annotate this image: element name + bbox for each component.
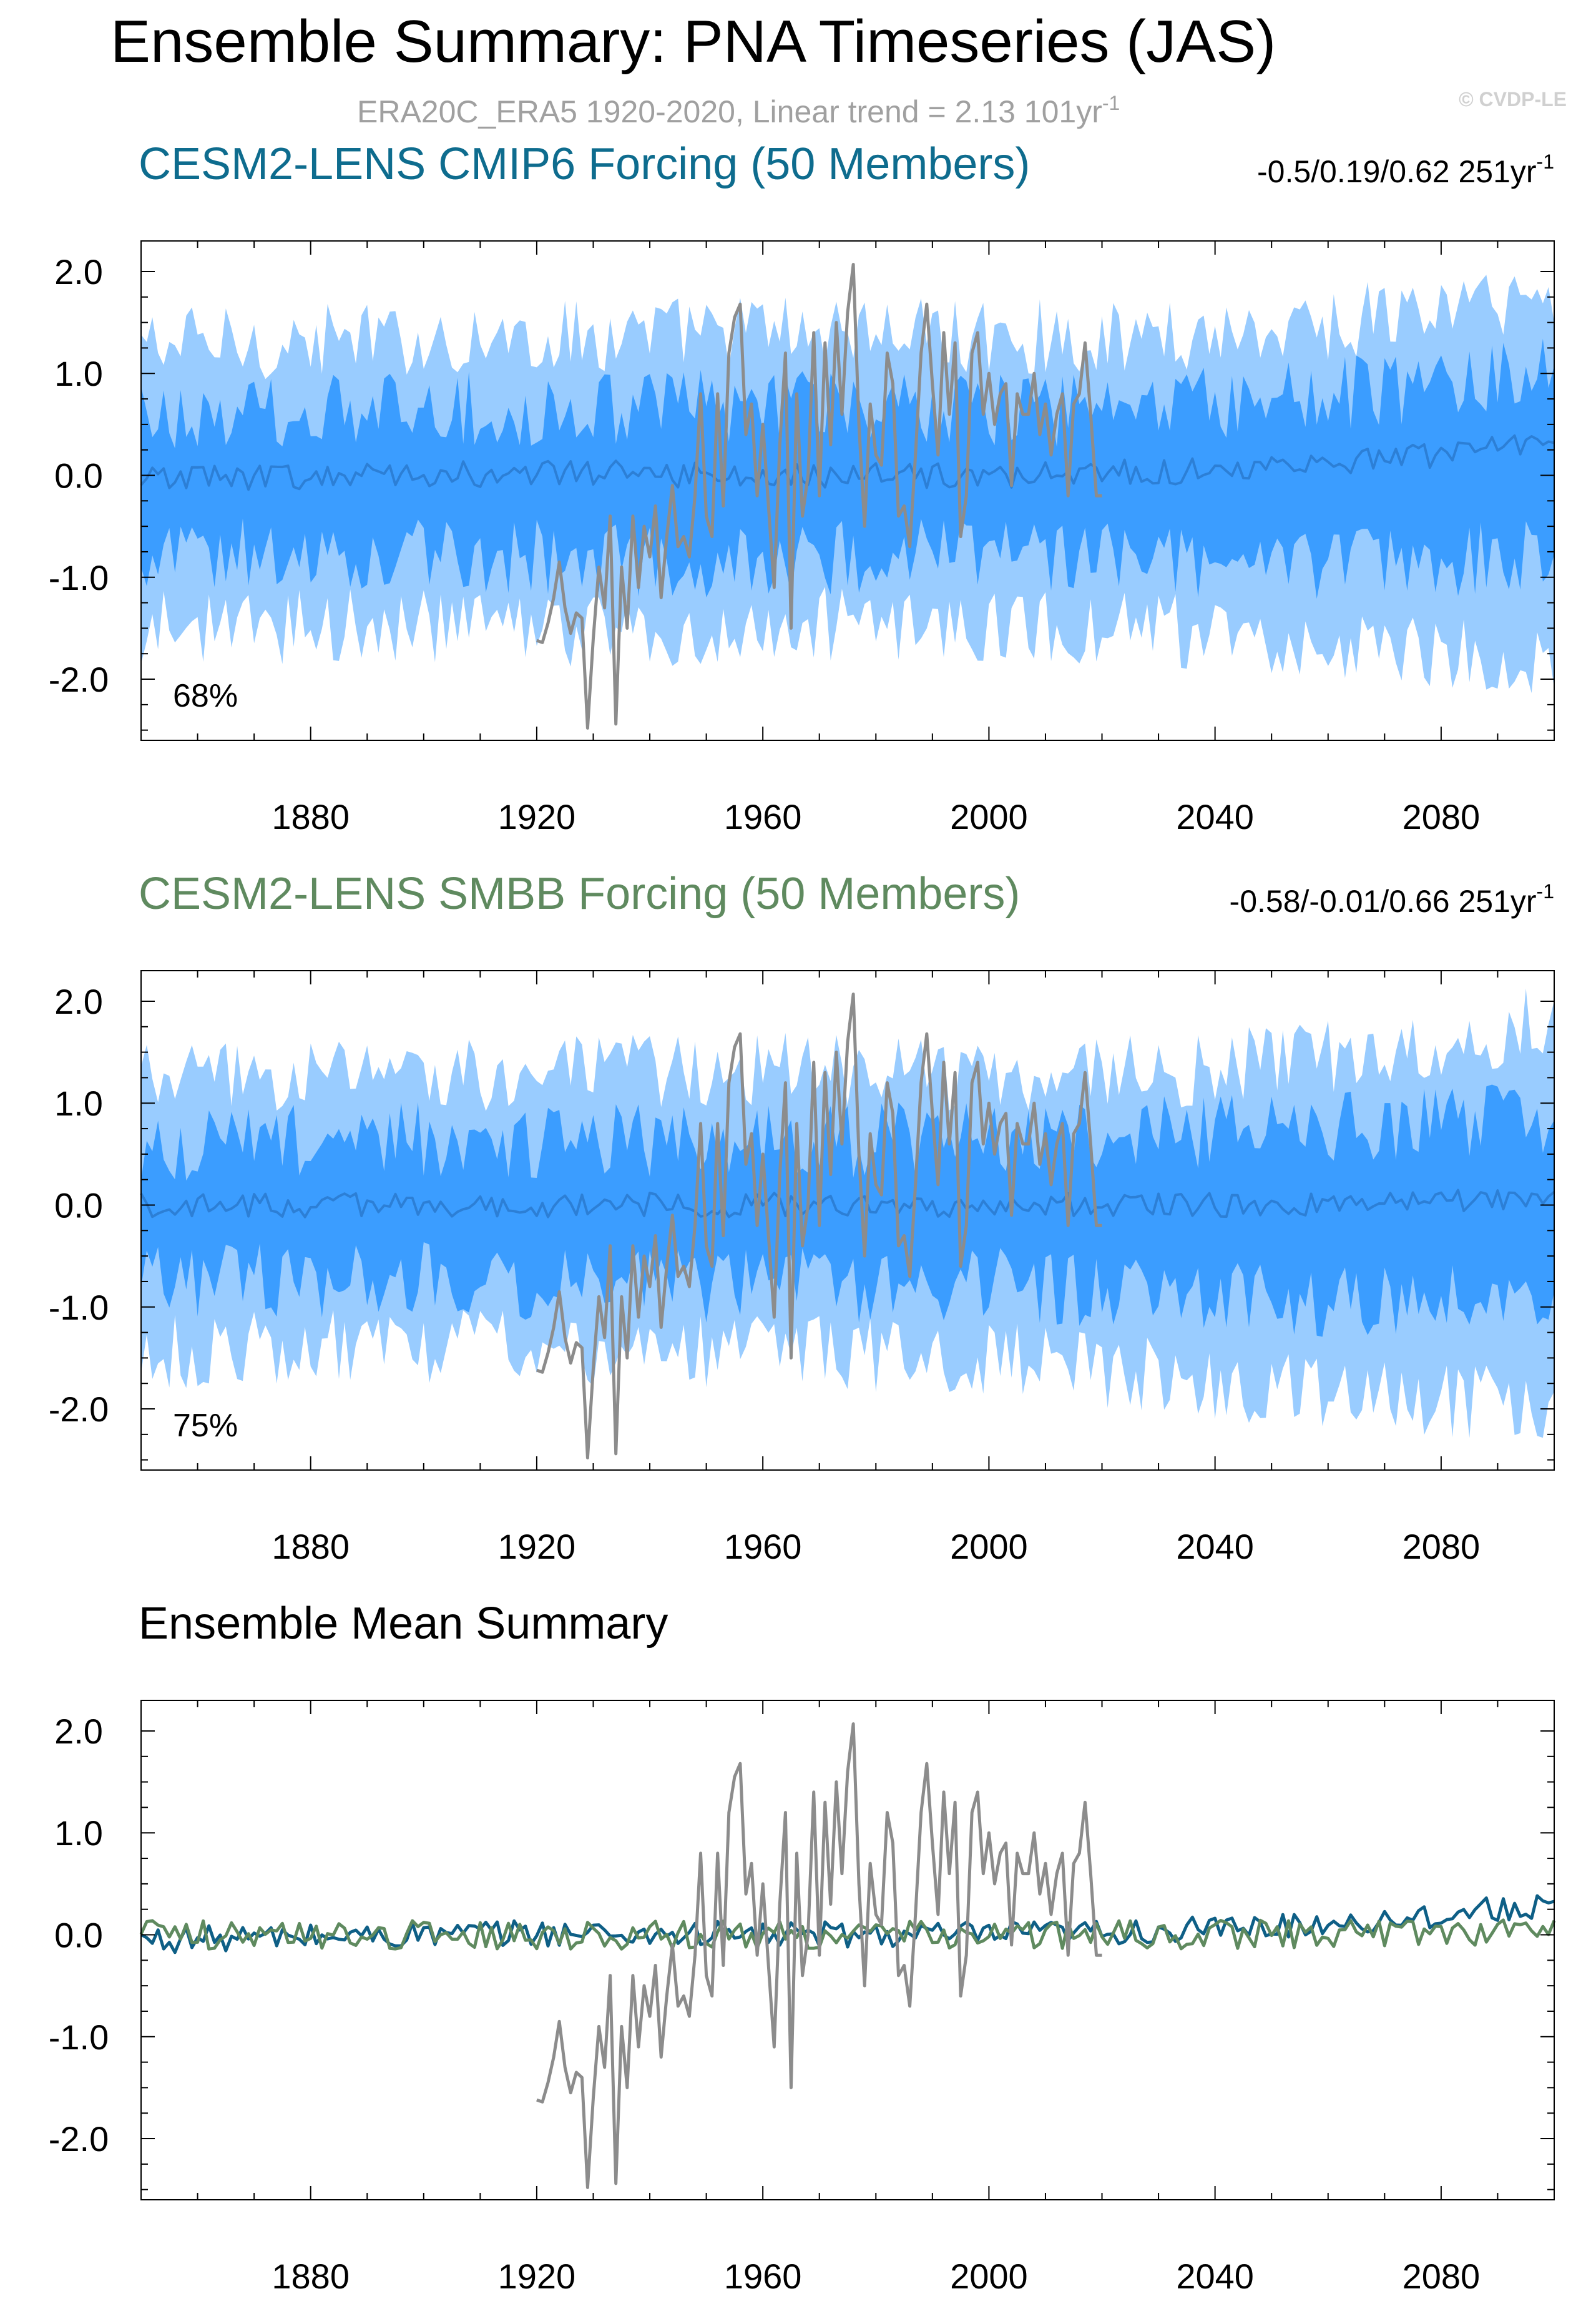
series-line-ens_mean_line <box>140 1189 1555 1218</box>
x-tick-label: 2080 <box>1403 2257 1481 2296</box>
x-tick-label: 2040 <box>1176 2257 1254 2296</box>
band-inner_band <box>141 338 1554 599</box>
y-tick-label: 0.0 <box>54 456 103 496</box>
subtitle-sup: -1 <box>1102 92 1120 114</box>
panel-smbb-trend-sup: -1 <box>1537 880 1554 903</box>
panel-cmip6-plot: 1880 1920 1960 2000 2040 2080 2.0 1.0 0.0 -1.0 -2.… <box>49 240 1555 836</box>
panel-cmip6: CESM2-LENS CMIP6 Forcing (50 Members) -0… <box>49 139 1555 836</box>
x-tick-label: 1920 <box>498 1527 576 1566</box>
x-tick-label: 1920 <box>498 797 576 836</box>
y-tick-label: 1.0 <box>54 354 103 393</box>
x-tick-label: 1960 <box>724 2257 802 2296</box>
panel-smbb-title: CESM2-LENS SMBB Forcing (50 Members) <box>139 869 1020 919</box>
x-tick-label: 1880 <box>272 2257 350 2296</box>
x-tick-label: 2040 <box>1176 797 1254 836</box>
series-line-cmip6_mean <box>140 1894 1555 1954</box>
panel-ensemble-mean-plot: 1880 1920 1960 2000 2040 2080 2.0 1.0 0.0 -1.0 -2.… <box>49 1700 1556 2296</box>
plot-frame <box>140 1700 1555 2200</box>
y-tick-label: 2.0 <box>54 252 103 292</box>
panel-cmip6-trend-sup: -1 <box>1537 150 1554 173</box>
panel-cmip6-trend-text: -0.5/0.19/0.62 251yr <box>1257 154 1537 189</box>
y-tick-label: -1.0 <box>49 1288 109 1327</box>
x-tick-label: 1880 <box>272 1527 350 1566</box>
x-tick-label: 2000 <box>950 2257 1028 2296</box>
plot-frame <box>140 240 1555 741</box>
panel-smbb-plot: 1880 1920 1960 2000 2040 2080 2.0 1.0 0.0 -1.0 -2.… <box>49 970 1555 1566</box>
obs-line <box>536 263 1102 730</box>
figure-title: Ensemble Summary: PNA Timeseries (JAS) <box>110 8 1276 75</box>
panel-ensemble-mean: Ensemble Mean Summary 1880 1920 1960 2000 20… <box>49 1599 1556 2296</box>
panel-cmip6-label: 68% <box>173 678 238 714</box>
plot-frame <box>140 970 1555 1471</box>
panel-smbb: CESM2-LENS SMBB Forcing (50 Members) -0.… <box>49 869 1555 1566</box>
x-tick-label: 2080 <box>1403 1527 1481 1566</box>
y-tick-label: -1.0 <box>49 558 109 597</box>
obs-line <box>536 993 1102 1459</box>
y-tick-label: -2.0 <box>49 1390 109 1429</box>
x-tick-label: 1960 <box>724 797 802 836</box>
y-tick-label: 2.0 <box>54 982 103 1021</box>
x-tick-label: 2040 <box>1176 1527 1254 1566</box>
y-tick-label: 0.0 <box>54 1916 103 1955</box>
panel-smbb-label: 75% <box>173 1408 238 1444</box>
panel-smbb-trend-text: -0.58/-0.01/0.66 251yr <box>1230 884 1537 919</box>
x-tick-label: 1880 <box>272 797 350 836</box>
watermark: © CVDP-LE <box>1459 88 1567 110</box>
panel-ensemble-mean-title: Ensemble Mean Summary <box>139 1599 668 1649</box>
panel-cmip6-trend: -0.5/0.19/0.62 251yr-1 <box>1257 150 1554 189</box>
y-tick-label: 1.0 <box>54 1084 103 1123</box>
y-tick-label: 1.0 <box>54 1813 103 1853</box>
y-tick-label: -1.0 <box>49 2017 109 2057</box>
y-tick-label: 2.0 <box>54 1712 103 1751</box>
subtitle-main: ERA20C_ERA5 1920-2020, Linear trend = 2.… <box>357 94 1102 129</box>
series-line-ens_mean_line <box>140 434 1555 491</box>
y-tick-label: 0.0 <box>54 1186 103 1225</box>
y-tick-label: -2.0 <box>49 2119 109 2159</box>
panel-cmip6-title: CESM2-LENS CMIP6 Forcing (50 Members) <box>139 139 1030 189</box>
x-tick-label: 2000 <box>950 1527 1028 1566</box>
band-inner_band <box>141 1084 1554 1337</box>
x-tick-label: 2080 <box>1403 797 1481 836</box>
x-tick-label: 1920 <box>498 2257 576 2296</box>
y-tick-label: -2.0 <box>49 660 109 699</box>
x-tick-label: 1960 <box>724 1527 802 1566</box>
panel-smbb-trend: -0.58/-0.01/0.66 251yr-1 <box>1230 880 1554 919</box>
series-line-smbb_mean <box>139 1918 1556 1951</box>
obs-line <box>536 1722 1102 2189</box>
x-tick-label: 2000 <box>950 797 1028 836</box>
figure-subtitle: ERA20C_ERA5 1920-2020, Linear trend = 2.… <box>357 92 1120 129</box>
